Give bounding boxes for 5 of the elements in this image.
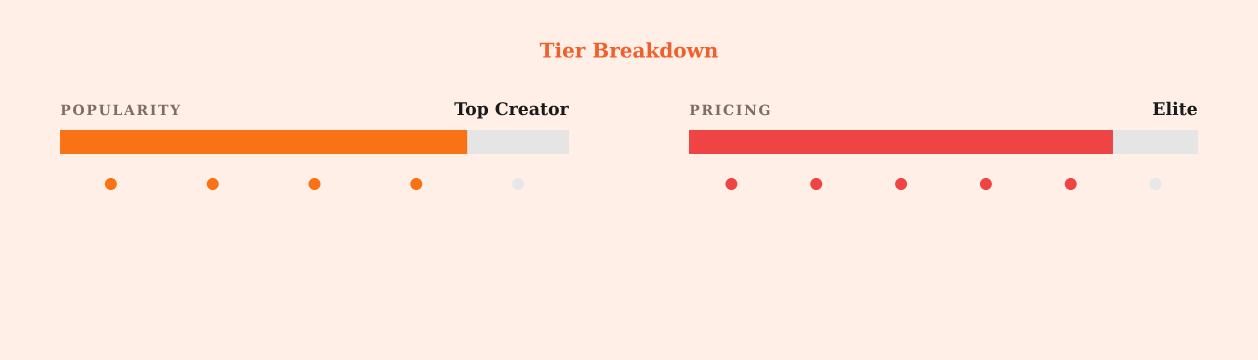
text: Top Creator <box>454 102 569 119</box>
text: Tier Breakdown <box>539 42 718 58</box>
text: Elite <box>1153 101 1197 116</box>
chart-title: PRICING <box>689 104 770 116</box>
chart-title: POPULARITY <box>60 104 181 116</box>
